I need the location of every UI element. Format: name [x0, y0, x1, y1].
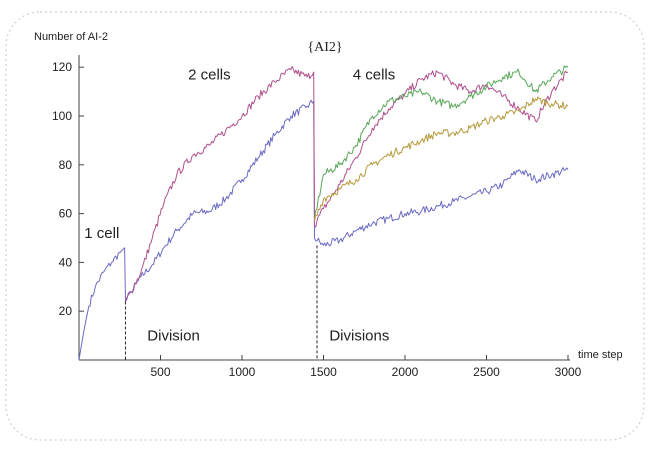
- y-tick-label: 100: [52, 109, 72, 123]
- series: [78, 65, 569, 361]
- annotation-2-cells: 2 cells: [188, 66, 231, 83]
- ticks: 20 40 60 80 100 120 500 1000 1500 2000 2500 3000: [52, 60, 582, 379]
- division-markers: [124, 245, 318, 360]
- series-line-purple: [125, 66, 569, 302]
- x-tick-label: 1000: [229, 365, 256, 379]
- y-tick-label: 80: [59, 158, 73, 172]
- chart-title: {AI2}: [307, 40, 342, 55]
- annotation-division: Division: [147, 327, 200, 344]
- y-axis-title: Number of AI-2: [34, 31, 108, 43]
- series-line-green: [314, 65, 569, 219]
- x-tick-label: 1500: [310, 365, 337, 379]
- chart-frame: [5, 11, 645, 441]
- annotations: 1 cell 2 cells 4 cells Division Divisions: [84, 66, 395, 344]
- series-line-gold: [314, 96, 569, 222]
- y-tick-label: 40: [59, 255, 73, 269]
- x-axis-title: time step: [578, 349, 623, 361]
- x-tick-label: 500: [150, 365, 170, 379]
- annotation-4-cells: 4 cells: [353, 66, 396, 83]
- annotation-1-cell: 1 cell: [84, 225, 119, 242]
- annotation-divisions: Divisions: [329, 327, 389, 344]
- x-tick-label: 3000: [555, 365, 582, 379]
- x-tick-label: 2500: [473, 365, 500, 379]
- y-tick-label: 20: [59, 304, 73, 318]
- x-tick-label: 2000: [392, 365, 419, 379]
- y-tick-label: 120: [52, 60, 72, 74]
- y-tick-label: 60: [59, 207, 73, 221]
- series-line-blue: [78, 99, 569, 361]
